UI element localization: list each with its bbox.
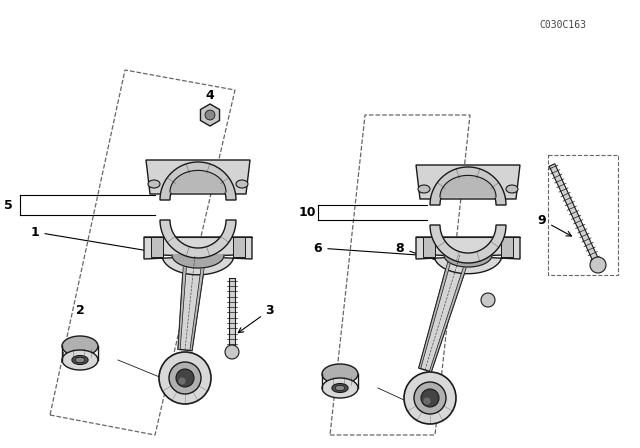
- Polygon shape: [444, 255, 492, 267]
- Circle shape: [404, 372, 456, 424]
- Circle shape: [414, 382, 446, 414]
- Polygon shape: [151, 237, 163, 257]
- Circle shape: [176, 369, 194, 387]
- Ellipse shape: [322, 378, 358, 398]
- Polygon shape: [419, 252, 453, 369]
- Polygon shape: [429, 257, 470, 372]
- Circle shape: [481, 293, 495, 307]
- Polygon shape: [416, 165, 520, 199]
- Polygon shape: [160, 220, 236, 258]
- Polygon shape: [172, 255, 224, 268]
- Text: 10: 10: [298, 206, 316, 219]
- Polygon shape: [440, 176, 496, 197]
- Polygon shape: [178, 254, 188, 349]
- Circle shape: [179, 377, 186, 384]
- Polygon shape: [178, 254, 206, 351]
- Text: 7: 7: [340, 363, 349, 376]
- Ellipse shape: [322, 364, 358, 384]
- Text: C030C163: C030C163: [540, 20, 587, 30]
- Ellipse shape: [75, 357, 85, 363]
- Circle shape: [169, 362, 201, 394]
- Ellipse shape: [201, 108, 219, 116]
- Polygon shape: [170, 170, 226, 192]
- Polygon shape: [229, 278, 235, 352]
- Polygon shape: [430, 225, 506, 263]
- Text: 8: 8: [396, 241, 456, 267]
- Text: 1: 1: [31, 225, 151, 253]
- Polygon shape: [200, 104, 220, 126]
- Circle shape: [590, 257, 606, 273]
- Ellipse shape: [236, 180, 248, 188]
- Circle shape: [205, 110, 215, 120]
- Polygon shape: [549, 164, 601, 266]
- Text: 9: 9: [538, 214, 572, 236]
- Circle shape: [159, 352, 211, 404]
- Polygon shape: [144, 237, 252, 275]
- Text: 6: 6: [314, 241, 428, 258]
- Circle shape: [421, 389, 439, 407]
- Polygon shape: [430, 167, 506, 205]
- Ellipse shape: [62, 350, 98, 370]
- Circle shape: [424, 397, 431, 405]
- Polygon shape: [160, 162, 236, 200]
- Circle shape: [225, 345, 239, 359]
- Polygon shape: [190, 256, 206, 351]
- Ellipse shape: [506, 185, 518, 193]
- Ellipse shape: [335, 385, 345, 391]
- Text: 5: 5: [4, 198, 12, 211]
- Polygon shape: [419, 252, 470, 372]
- Polygon shape: [233, 237, 245, 257]
- Polygon shape: [146, 160, 250, 194]
- Polygon shape: [423, 237, 435, 257]
- Text: 4: 4: [205, 89, 214, 116]
- Ellipse shape: [418, 185, 430, 193]
- Ellipse shape: [148, 180, 160, 188]
- Ellipse shape: [62, 336, 98, 356]
- Polygon shape: [416, 237, 520, 274]
- Ellipse shape: [332, 383, 348, 392]
- Text: 2: 2: [76, 303, 84, 316]
- Text: 3: 3: [238, 303, 275, 333]
- Ellipse shape: [72, 356, 88, 365]
- Polygon shape: [501, 237, 513, 257]
